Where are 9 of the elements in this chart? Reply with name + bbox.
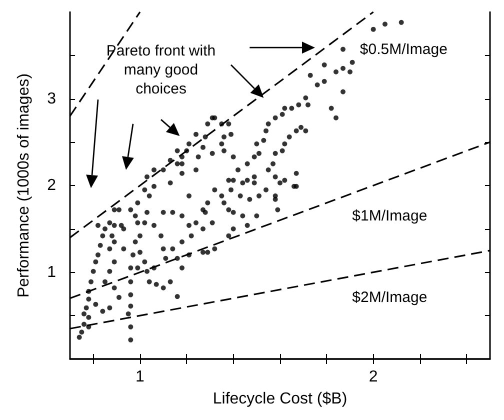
y-tick-label: 1 bbox=[47, 264, 56, 281]
annotation: $2M/Image bbox=[352, 288, 428, 306]
y-tick-label: 2 bbox=[47, 177, 56, 194]
annotation: $0.5M/Image bbox=[360, 40, 448, 58]
annotation: $1M/Image bbox=[352, 207, 428, 224]
y-tick-label: 3 bbox=[47, 90, 56, 108]
annotation: Pareto front with many good choices bbox=[106, 42, 216, 98]
x-axis-title: Lifecycle Cost ($B) bbox=[212, 390, 348, 408]
y-axis-title: Performance (1000s of images) bbox=[16, 73, 32, 298]
